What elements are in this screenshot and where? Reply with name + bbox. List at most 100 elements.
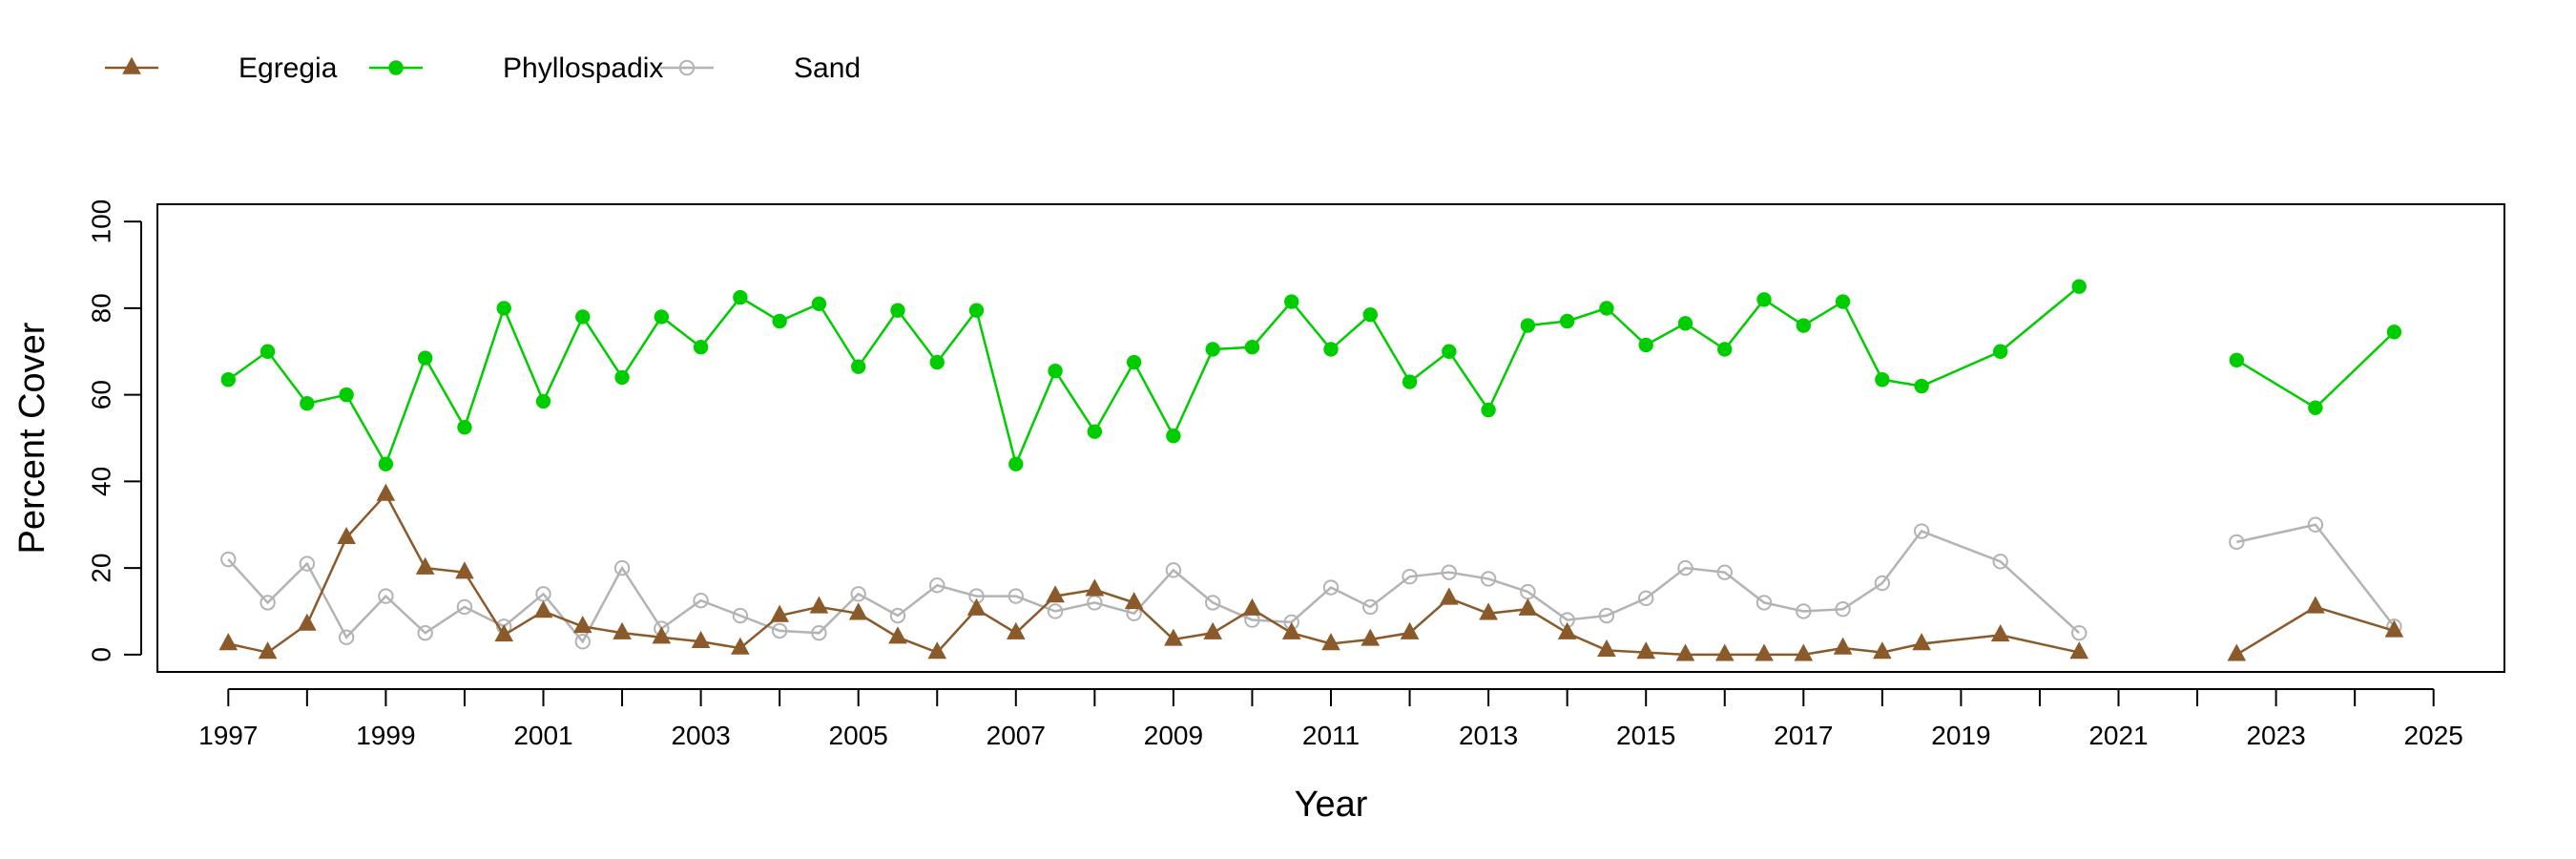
data-point <box>654 309 670 325</box>
data-point <box>1992 554 2008 570</box>
legend-label: Phyllospadix <box>503 52 663 84</box>
data-point <box>575 309 591 325</box>
data-point <box>378 456 394 471</box>
data-point <box>1559 313 1575 329</box>
data-point <box>1597 639 1616 658</box>
y-tick-label: 20 <box>86 554 115 583</box>
data-point <box>378 588 394 604</box>
data-point <box>1124 592 1144 610</box>
data-point <box>1520 318 1536 333</box>
data-point <box>417 624 433 641</box>
data-point <box>848 602 868 620</box>
data-point <box>2308 400 2323 415</box>
series-layer <box>218 279 2404 661</box>
y-axis-title: Percent Cover <box>12 322 52 554</box>
y-tick-label: 100 <box>86 199 115 244</box>
legend-item-phyllospadix: Phyllospadix <box>369 52 663 84</box>
data-point <box>533 600 553 618</box>
data-point <box>1636 641 1656 660</box>
x-tick-label: 2019 <box>1931 721 1990 750</box>
data-point <box>613 621 632 639</box>
plot-frame <box>156 203 2505 673</box>
data-point <box>220 551 237 568</box>
data-point <box>1087 424 1103 439</box>
legend-label: Egregia <box>239 52 338 84</box>
data-point <box>220 372 236 388</box>
data-point <box>1361 628 1381 646</box>
data-point <box>1362 306 1378 323</box>
x-tick-label: 2005 <box>829 721 888 750</box>
data-point <box>1677 316 1693 331</box>
legend-marker <box>122 56 141 74</box>
data-point <box>890 303 905 318</box>
data-point <box>927 641 947 660</box>
data-point <box>260 595 276 611</box>
data-point <box>1322 579 1340 596</box>
data-point <box>1796 603 1812 619</box>
data-point <box>1284 294 1299 309</box>
data-point <box>1716 564 1733 580</box>
data-point <box>888 626 907 644</box>
data-point <box>1048 363 1063 379</box>
y-tick-label: 0 <box>86 647 115 662</box>
data-point <box>1242 597 1262 616</box>
data-point <box>1321 633 1340 651</box>
data-point <box>693 592 709 609</box>
x-tick-label: 2021 <box>2088 721 2148 750</box>
legend-marker <box>388 60 404 75</box>
data-point <box>2384 619 2404 638</box>
data-point <box>2386 325 2402 340</box>
data-point <box>2307 516 2324 533</box>
legend-item-sand: Sand <box>660 52 861 84</box>
data-point <box>811 624 827 641</box>
y-tick-label: 80 <box>86 293 115 323</box>
series-line <box>227 285 2081 469</box>
data-point <box>770 604 789 622</box>
data-point <box>1638 337 1653 353</box>
data-point <box>1085 578 1105 597</box>
data-point <box>1874 575 1891 592</box>
data-point <box>1046 585 1065 603</box>
data-point <box>771 622 788 639</box>
data-point <box>2306 596 2325 614</box>
legend-label: Sand <box>794 52 861 84</box>
x-tick-label: 2017 <box>1774 721 1833 750</box>
series-line <box>228 492 2080 657</box>
x-tick-label: 2025 <box>2404 721 2463 750</box>
data-point <box>218 633 239 651</box>
data-point <box>772 313 787 329</box>
data-point <box>457 419 472 435</box>
data-point <box>2071 624 2088 641</box>
data-point <box>1755 643 1774 661</box>
data-point <box>1203 621 1223 639</box>
data-point <box>1599 301 1614 316</box>
data-point <box>850 586 866 602</box>
data-point <box>1244 340 1260 355</box>
data-point <box>1047 603 1064 619</box>
legend: Egregia Phyllospadix Sand <box>105 52 861 84</box>
x-tick-label: 2007 <box>987 721 1046 750</box>
data-point <box>1006 621 1026 639</box>
data-point <box>300 396 315 411</box>
data-point <box>1205 342 1220 357</box>
x-tick-label: 2015 <box>1616 721 1675 750</box>
data-point <box>1794 643 1814 661</box>
y-axis: 0 20 40 60 80 100 <box>86 199 142 662</box>
data-point <box>1402 568 1418 585</box>
data-point <box>850 359 866 374</box>
series-line <box>2236 523 2396 628</box>
data-point <box>1518 597 1538 616</box>
data-point <box>1362 598 1379 616</box>
data-point <box>1835 294 1851 309</box>
x-tick-label: 2001 <box>513 721 572 750</box>
data-point <box>811 296 827 312</box>
data-point <box>889 607 906 624</box>
series-egregia <box>218 483 2404 661</box>
x-axis: 1997 1999 2001 2003 2005 2007 2009 2011 2013 2015… <box>198 688 2463 750</box>
data-point <box>338 629 355 645</box>
series-sand <box>220 516 2402 650</box>
data-point <box>1638 590 1654 607</box>
data-point <box>2069 641 2089 660</box>
data-point <box>1714 643 1735 661</box>
